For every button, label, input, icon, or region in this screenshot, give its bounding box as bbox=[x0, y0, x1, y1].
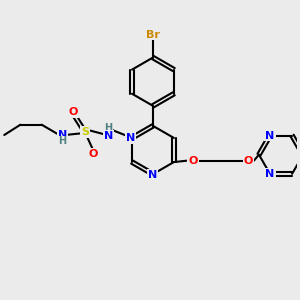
Text: S: S bbox=[81, 127, 89, 137]
Text: N: N bbox=[104, 130, 113, 141]
Text: H: H bbox=[104, 123, 112, 133]
Text: Br: Br bbox=[146, 30, 160, 40]
Text: N: N bbox=[126, 133, 135, 143]
Text: O: O bbox=[244, 156, 253, 166]
Text: N: N bbox=[266, 130, 274, 141]
Text: O: O bbox=[88, 148, 98, 158]
Text: N: N bbox=[266, 169, 274, 179]
Text: O: O bbox=[68, 107, 78, 117]
Text: H: H bbox=[58, 136, 66, 146]
Text: N: N bbox=[148, 170, 158, 180]
Text: O: O bbox=[188, 156, 198, 166]
Text: N: N bbox=[58, 130, 67, 140]
